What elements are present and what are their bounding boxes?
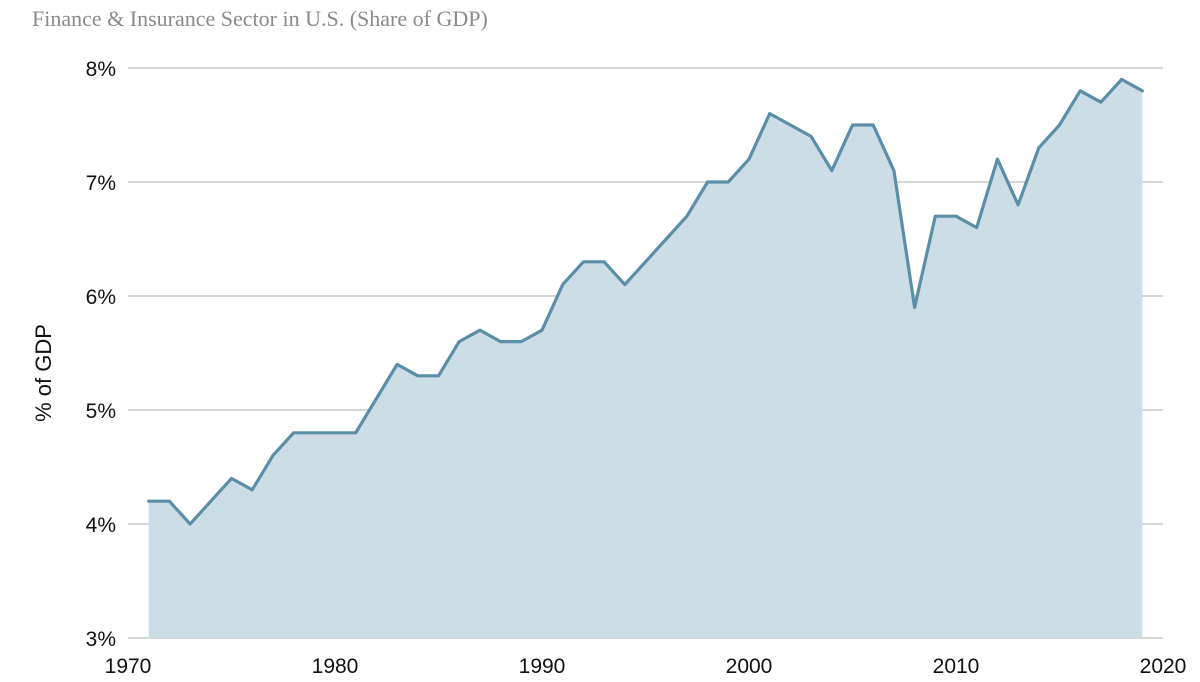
data-point-2007 [892,169,896,173]
data-point-1982 [374,397,378,401]
data-point-1988 [499,340,503,344]
data-point-1981 [354,431,358,435]
data-point-1975 [230,476,234,480]
data-point-1974 [209,499,213,503]
data-point-1972 [167,499,171,503]
data-point-1999 [726,180,730,184]
data-point-2012 [995,157,999,161]
data-point-1998 [706,180,710,184]
y-tick-label: 3% [86,628,116,651]
data-point-2003 [809,134,813,138]
y-tick-label: 5% [86,400,116,423]
data-point-1986 [457,340,461,344]
data-point-2001 [768,112,772,116]
data-point-2000 [747,157,751,161]
data-point-2019 [1140,89,1144,93]
data-point-1977 [271,454,275,458]
data-point-1997 [685,214,689,218]
y-tick-label: 4% [86,514,116,537]
data-point-1995 [644,260,648,264]
data-point-2008 [913,305,917,309]
data-point-2006 [871,123,875,127]
x-axis-ticks: 1970 1980 1990 2000 2010 2020 [105,655,1187,678]
data-point-1994 [623,283,627,287]
data-point-1976 [250,488,254,492]
data-point-1996 [664,237,668,241]
data-point-1978 [292,431,296,435]
data-point-2005 [851,123,855,127]
data-point-1971 [147,499,151,503]
x-tick-label: 1990 [519,655,566,678]
data-point-1991 [561,283,565,287]
data-point-2018 [1120,77,1124,81]
data-point-2016 [1078,89,1082,93]
data-point-1984 [416,374,420,378]
data-point-2002 [788,123,792,127]
data-point-1992 [581,260,585,264]
x-tick-label: 2000 [726,655,773,678]
x-tick-label: 1980 [312,655,359,678]
data-point-2017 [1099,100,1103,104]
data-point-1983 [395,362,399,366]
data-point-2011 [975,226,979,230]
data-point-2004 [830,169,834,173]
y-tick-label: 6% [86,286,116,309]
data-point-1980 [333,431,337,435]
data-point-1987 [478,328,482,332]
data-point-1985 [437,374,441,378]
y-axis-label: % of GDP [31,324,56,422]
data-point-1989 [519,340,523,344]
x-tick-label: 1970 [105,655,152,678]
data-point-2009 [933,214,937,218]
chart-title: Finance & Insurance Sector in U.S. (Shar… [32,6,488,31]
y-axis-ticks: 3% 4% 5% 6% 7% 8% [86,58,116,651]
data-point-2013 [1016,203,1020,207]
data-point-2014 [1037,146,1041,150]
y-tick-label: 8% [86,58,116,81]
data-point-1979 [312,431,316,435]
data-point-1993 [602,260,606,264]
series-line [147,77,1144,526]
y-tick-label: 7% [86,172,116,195]
x-tick-label: 2010 [933,655,980,678]
x-tick-label: 2020 [1140,655,1187,678]
data-point-2010 [954,214,958,218]
data-point-1990 [540,328,544,332]
data-point-2015 [1058,123,1062,127]
data-point-1973 [188,522,192,526]
area-fill [148,79,1143,638]
